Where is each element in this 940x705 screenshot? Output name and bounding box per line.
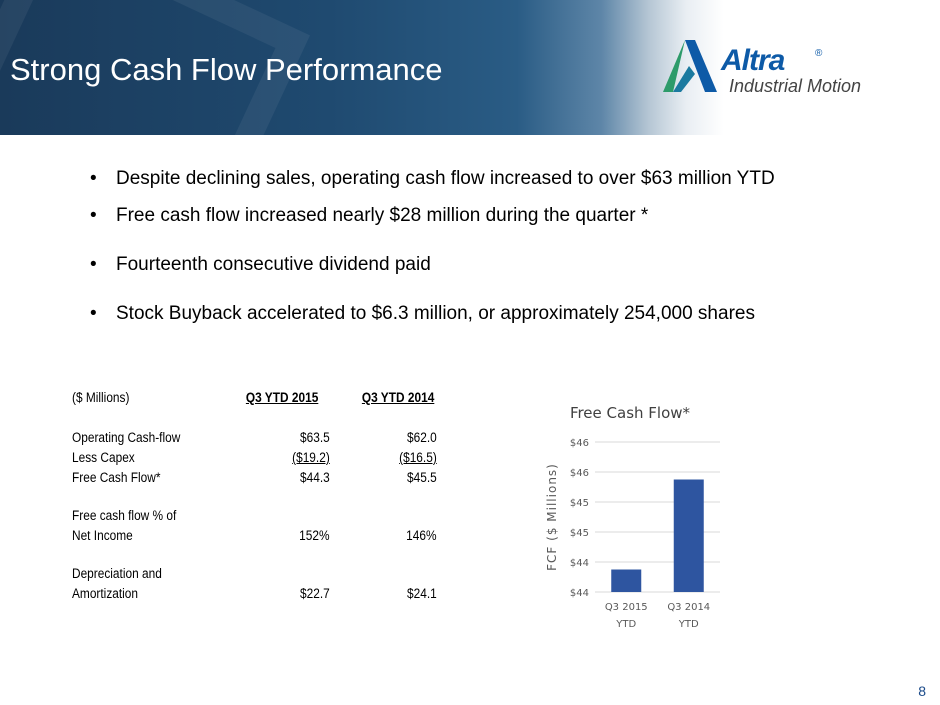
logo-subtitle: Industrial Motion [729, 76, 862, 96]
altra-logo-mark-icon [663, 40, 717, 92]
bullet-list: Despite declining sales, operating cash … [90, 168, 910, 325]
logo-name: Altra [721, 44, 785, 77]
bullet-item: Stock Buyback accelerated to $6.3 millio… [90, 303, 910, 325]
table-row-label: Net Income [72, 528, 133, 543]
chart-x-tick-label: YTD [678, 619, 699, 630]
table-row-label: Free Cash Flow* [72, 470, 161, 485]
table-row-label: Less Capex [72, 450, 135, 465]
chart-y-tick-label: $46 [570, 468, 589, 479]
table-row-label: Amortization [72, 586, 139, 601]
chart-x-tick-label: Q3 2014 [667, 602, 710, 613]
table-col-header: Q3 YTD 2015 [245, 390, 318, 405]
chart-bar [673, 479, 704, 592]
chart-y-axis-label: FCF ($ Millions) [545, 463, 559, 571]
bullet-item: Despite declining sales, operating cash … [90, 168, 910, 190]
free-cash-flow-chart: Free Cash Flow* $44 $44 $45 $45 $46 $46 Q3 2015… [545, 404, 720, 630]
table-row-label: Free cash flow % of [72, 508, 177, 523]
table-cell: ($16.5) [399, 450, 437, 465]
table-col-header: Q3 YTD 2014 [361, 390, 434, 405]
chart-title: Free Cash Flow* [570, 404, 691, 422]
logo-registered: ® [815, 48, 823, 59]
chart-bar [611, 569, 642, 592]
table-cell: $63.5 [300, 430, 330, 445]
chart-y-tick-label: $45 [570, 528, 589, 539]
altra-logo: Altra ® Industrial Motion [655, 38, 885, 100]
slide-header: Strong Cash Flow Performance Altra ® Ind… [0, 0, 940, 135]
chart-y-tick-label: $46 [570, 438, 589, 449]
table-cell: ($19.2) [292, 450, 330, 465]
slide-title: Strong Cash Flow Performance [10, 52, 443, 87]
table-cell: $62.0 [407, 430, 437, 445]
table-cell: $22.7 [300, 586, 330, 601]
table-cell: $44.3 [300, 470, 330, 485]
chart-y-tick-label: $45 [570, 498, 589, 509]
table-row-label: Operating Cash-flow [72, 430, 181, 445]
bullet-item: Free cash flow increased nearly $28 mill… [90, 205, 910, 227]
chart-x-tick-label: Q3 2015 [605, 602, 648, 613]
bullet-item: Fourteenth consecutive dividend paid [90, 254, 910, 276]
chart-y-tick-label: $44 [570, 558, 589, 569]
table-cell: 146% [406, 528, 437, 543]
table-unit-label: ($ Millions) [72, 390, 130, 405]
table-cell: $24.1 [407, 586, 437, 601]
table-cell: $45.5 [407, 470, 437, 485]
table-row-label: Depreciation and [72, 566, 162, 581]
chart-x-tick-label: YTD [615, 619, 636, 630]
page-number: 8 [918, 683, 926, 699]
chart-y-tick-label: $44 [570, 588, 589, 599]
table-cell: 152% [299, 528, 330, 543]
